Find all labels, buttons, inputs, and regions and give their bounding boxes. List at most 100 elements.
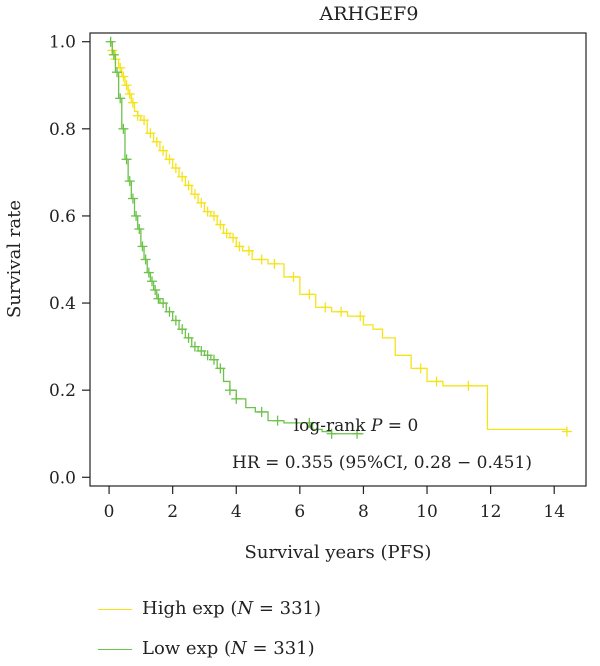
censor-mark-low (158, 298, 169, 309)
censor-mark-high (151, 136, 162, 147)
censor-mark-low (164, 306, 175, 317)
x-tick-label: 12 (480, 502, 502, 522)
censor-mark-low (272, 415, 283, 426)
legend-swatch-high (98, 609, 132, 610)
censor-mark-high (228, 232, 239, 243)
censor-mark-low (177, 324, 188, 335)
censor-mark-low (121, 154, 132, 165)
censor-mark-low (231, 393, 242, 404)
censor-mark-low (127, 193, 138, 204)
censor-mark-low (326, 428, 337, 439)
logrank-p: P (370, 416, 383, 436)
y-tick-label: 0.8 (49, 120, 76, 140)
logrank-prefix: log-rank (294, 416, 371, 436)
x-axis: 0 2 4 6 8 10 12 14 (104, 486, 565, 522)
censor-mark-low (147, 276, 157, 287)
legend-label-high: High exp (N = 331) (142, 598, 321, 619)
legend-low-n: N (231, 638, 247, 659)
y-tick-label: 0.4 (49, 294, 76, 314)
censor-mark-high (170, 163, 181, 174)
censor-mark-high (431, 376, 442, 387)
censor-mark-low (196, 345, 207, 356)
censor-mark-high (463, 380, 474, 391)
censor-mark-high (121, 80, 132, 91)
censor-mark-high (177, 171, 188, 182)
censor-mark-low (108, 49, 119, 60)
legend-label-low: Low exp (N = 331) (142, 638, 315, 659)
censor-mark-high (209, 210, 219, 221)
logrank-suffix: = 0 (382, 416, 418, 436)
censor-mark-low (134, 224, 145, 235)
censor-mark-high (256, 254, 267, 265)
y-axis-label: Survival rate (4, 200, 25, 318)
y-axis: 0.0 0.2 0.4 0.6 0.8 1.0 (49, 33, 90, 488)
censor-mark-high (196, 197, 207, 208)
x-tick-label: 0 (104, 502, 115, 522)
censor-mark-high (234, 241, 245, 252)
censor-mark-high (221, 228, 232, 239)
legend-low-suffix: = 331) (246, 638, 315, 659)
censor-mark-high (183, 180, 194, 191)
censor-mark-low (137, 241, 148, 252)
censor-mark-low (115, 93, 126, 104)
censor-mark-low (170, 315, 181, 326)
legend-high-n: N (237, 598, 254, 619)
censor-mark-low (209, 354, 219, 365)
legend-swatch-low (98, 649, 132, 650)
censor-mark-low (202, 350, 213, 361)
censor-mark-low (150, 284, 161, 295)
censor-mark-high (336, 306, 347, 317)
x-axis-label: Survival years (PFS) (245, 542, 432, 563)
censor-mark-high (189, 189, 200, 200)
censor-mark-low (224, 385, 235, 396)
survival-curves (105, 36, 572, 439)
censor-mark-low (215, 363, 226, 374)
censor-mark-low (143, 267, 154, 278)
hazard-ratio-annotation: HR = 0.355 (95%CI, 0.28 − 0.451) (232, 453, 532, 473)
censor-mark-low (352, 428, 363, 439)
y-tick-label: 0.6 (49, 207, 76, 227)
censor-mark-high (127, 97, 138, 108)
survival-line-high (109, 41, 568, 432)
censor-mark-low (153, 293, 164, 304)
x-tick-label: 8 (358, 502, 369, 522)
censor-mark-high (288, 271, 299, 282)
y-tick-label: 1.0 (49, 33, 76, 53)
x-tick-label: 2 (167, 502, 178, 522)
censor-mark-high (124, 88, 135, 99)
censor-mark-high (415, 363, 426, 374)
censor-mark-low (183, 332, 194, 343)
censor-mark-high (158, 145, 169, 156)
censor-mark-high (145, 128, 156, 139)
chart-title: ARHGEF9 (319, 3, 419, 25)
censor-mark-low (304, 417, 315, 428)
censor-mark-low (256, 406, 267, 417)
censor-mark-high (215, 219, 226, 230)
y-tick-label: 0.2 (49, 381, 76, 401)
censor-mark-low (140, 254, 151, 265)
censor-mark-low (189, 341, 200, 352)
x-tick-label: 4 (231, 502, 242, 522)
legend-low-prefix: Low exp ( (142, 638, 231, 659)
censor-mark-low (105, 36, 116, 47)
x-tick-label: 10 (416, 502, 438, 522)
censor-mark-low (112, 67, 123, 78)
x-tick-label: 6 (294, 502, 305, 522)
legend-high-suffix: = 331) (253, 598, 322, 619)
censor-mark-high (269, 258, 280, 269)
logrank-annotation: log-rank P = 0 (294, 416, 419, 436)
censor-mark-high (118, 71, 129, 82)
y-tick-label: 0.0 (49, 468, 76, 488)
censor-mark-low (124, 176, 135, 187)
censor-mark-high (243, 245, 254, 256)
censor-mark-low (131, 210, 142, 221)
legend-high-prefix: High exp ( (142, 598, 238, 619)
censor-mark-high (202, 206, 213, 217)
censor-mark-high (164, 154, 175, 165)
x-tick-label: 14 (543, 502, 565, 522)
censor-mark-high (355, 311, 366, 322)
censor-mark-high (139, 115, 150, 126)
censor-mark-high (561, 426, 572, 437)
censor-mark-high (304, 289, 315, 300)
